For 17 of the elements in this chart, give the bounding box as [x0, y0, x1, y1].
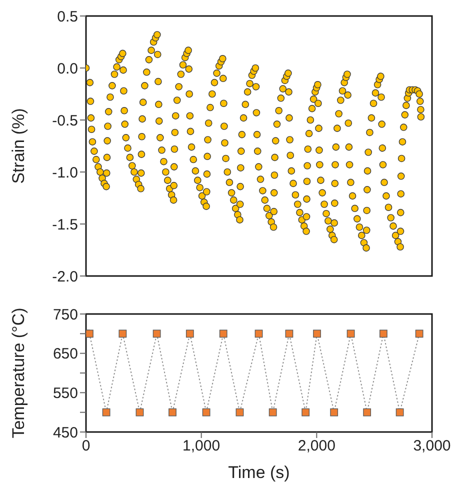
y-tick-label: 750 — [52, 306, 78, 324]
y-tick-label: -1.0 — [52, 164, 78, 182]
y-axis-title: Strain (%) — [9, 108, 28, 184]
x-axis-title: Time (s) — [228, 463, 290, 482]
y-tick-label: -2.0 — [52, 268, 78, 286]
y-tick-label: -0.5 — [52, 112, 78, 130]
x-tick-label: 3,000 — [413, 438, 451, 455]
y-axis-title: Temperature (°C) — [9, 308, 28, 438]
y-tick-label: 550 — [52, 384, 78, 402]
x-tick-label: 0 — [82, 438, 90, 455]
y-tick-label: -1.5 — [52, 216, 78, 234]
y-tick-label: 0.0 — [57, 60, 78, 78]
x-tick-label: 2,000 — [298, 438, 336, 455]
y-tick-label: 650 — [52, 346, 78, 363]
x-tick-label: 1,000 — [182, 438, 220, 455]
y-tick-label: 450 — [52, 424, 78, 442]
y-tick-label: 0.5 — [57, 8, 78, 26]
